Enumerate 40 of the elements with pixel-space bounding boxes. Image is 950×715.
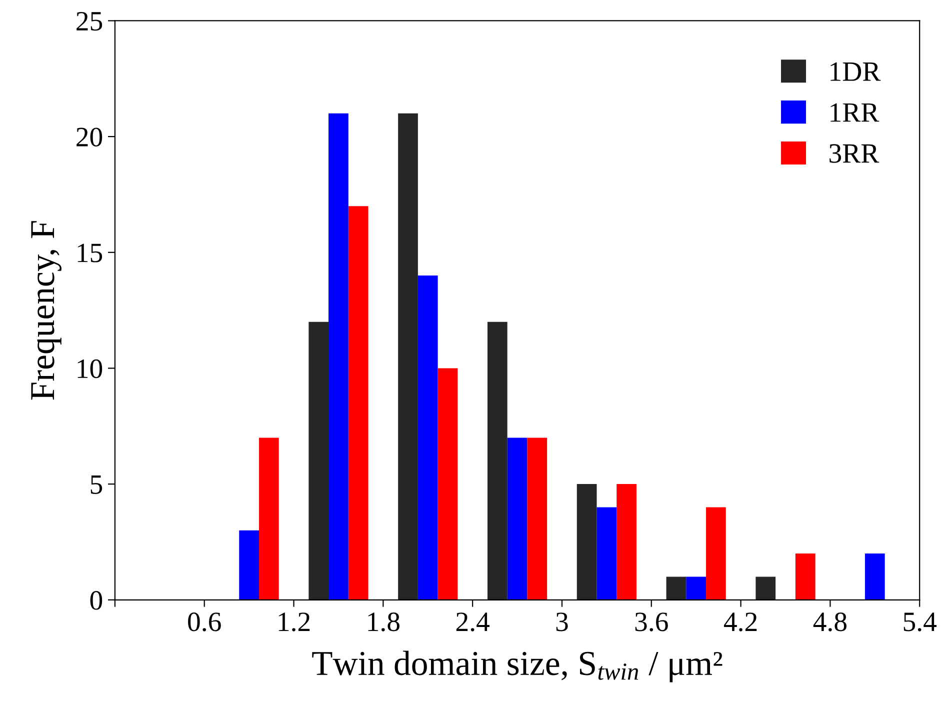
bar — [756, 576, 776, 600]
bar — [328, 113, 348, 600]
y-tick-label: 15 — [78, 244, 102, 262]
legend-label: 3RR — [830, 144, 880, 163]
bar — [686, 576, 706, 600]
bar — [258, 438, 279, 600]
bar — [666, 576, 686, 600]
bar — [239, 530, 259, 600]
bar — [864, 554, 885, 600]
bar — [507, 438, 528, 600]
x-tick-label: 4.8 — [813, 612, 846, 632]
y-tick-label: 10 — [78, 359, 102, 378]
x-tick-label: 1.2 — [278, 612, 310, 632]
x-tick-label: 3.6 — [635, 612, 668, 632]
bar — [348, 206, 368, 600]
x-tick-label: 5.4 — [904, 612, 937, 632]
y-tick-label: 5 — [90, 476, 102, 494]
x-tick-label: 4.2 — [724, 612, 757, 632]
legend-label: 1RR — [830, 103, 880, 122]
x-axis-title: Twin domain size, S$_{twin}$ / μm² — [312, 650, 722, 682]
bar — [706, 507, 726, 600]
x-tick-label: 1.8 — [368, 612, 400, 632]
bar — [418, 276, 438, 600]
x-tick-label: 3 — [556, 612, 568, 632]
bar — [308, 322, 329, 600]
bar — [527, 438, 548, 600]
bar — [398, 113, 418, 600]
legend-label: 1DR — [830, 62, 881, 81]
y-tick-label: 25 — [76, 12, 102, 31]
bar — [596, 507, 617, 600]
bar — [795, 554, 816, 600]
bar — [438, 368, 458, 600]
bar — [576, 484, 597, 600]
x-tick-label: 2.4 — [456, 612, 490, 632]
y-tick-label: 20 — [76, 128, 102, 146]
x-tick-label: 0.6 — [188, 612, 221, 632]
y-axis-title: Frequency, F — [31, 221, 62, 400]
bar — [487, 322, 508, 600]
y-tick-label: 0 — [90, 591, 102, 610]
bar — [616, 484, 636, 600]
